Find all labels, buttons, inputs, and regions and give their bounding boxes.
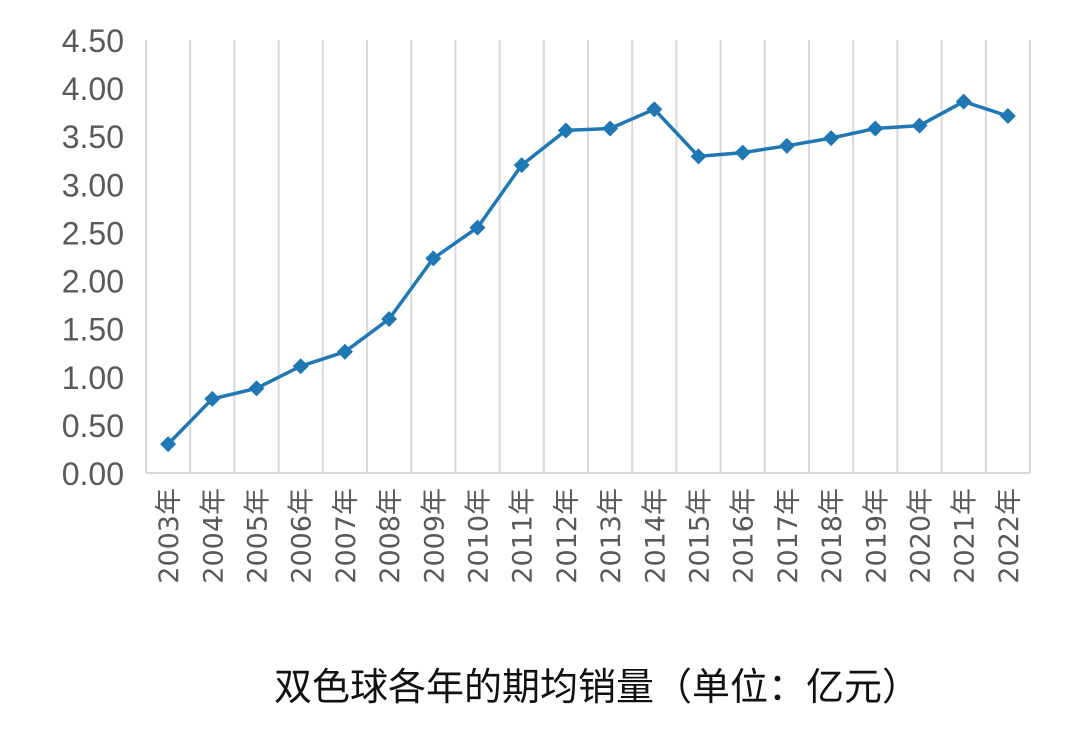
y-axis-tick-labels: 0.00 0.50 1.00 1.50 2.00 2.50 3.00 3.50 4.00 4.50 — [62, 23, 124, 492]
x-tick-label: 2017年 — [773, 488, 804, 584]
x-tick-label: 2018年 — [817, 488, 848, 584]
data-point-marker — [336, 343, 353, 360]
data-point-marker — [513, 157, 530, 174]
data-point-marker — [999, 108, 1016, 125]
x-tick-label: 2020年 — [906, 488, 937, 584]
x-tick-label: 2010年 — [464, 488, 495, 584]
x-tick-label: 2005年 — [243, 488, 274, 584]
data-point-marker — [734, 144, 751, 161]
y-tick-label: 3.50 — [62, 119, 124, 155]
data-point-marker — [911, 117, 928, 134]
data-point-marker — [778, 137, 795, 154]
data-point-marker — [160, 436, 177, 453]
x-tick-label: 2004年 — [198, 488, 229, 584]
data-point-marker — [646, 101, 663, 118]
x-tick-label: 2016年 — [729, 488, 760, 584]
data-point-marker — [248, 380, 265, 397]
x-tick-label: 2019年 — [861, 488, 892, 584]
x-tick-label: 2013年 — [596, 488, 627, 584]
series-line — [166, 99, 1009, 446]
data-point-marker — [602, 120, 619, 137]
y-tick-label: 0.00 — [62, 456, 124, 492]
y-tick-label: 1.50 — [62, 312, 124, 348]
x-tick-label: 2022年 — [994, 488, 1025, 584]
y-tick-label: 3.00 — [62, 167, 124, 203]
x-tick-label: 2009年 — [419, 488, 450, 584]
x-tick-label: 2021年 — [950, 488, 981, 584]
x-tick-label: 2011年 — [508, 488, 539, 584]
data-point-marker — [955, 93, 972, 110]
data-point-marker — [867, 120, 884, 137]
data-point-marker — [469, 219, 486, 236]
y-tick-label: 1.00 — [62, 360, 124, 396]
y-tick-label: 2.00 — [62, 264, 124, 300]
data-point-marker — [292, 358, 309, 375]
y-tick-label: 2.50 — [62, 215, 124, 251]
data-point-marker — [425, 250, 442, 267]
x-tick-label: 2012年 — [552, 488, 583, 584]
y-tick-label: 0.50 — [62, 408, 124, 444]
data-point-marker — [690, 148, 707, 165]
x-axis-tick-labels: 2003年 2004年 2005年 2006年 2007年 2008年 2009年 2010年… — [154, 488, 1025, 584]
x-tick-label: 2003年 — [154, 488, 185, 584]
data-point-marker — [204, 390, 221, 407]
data-point-marker — [381, 311, 398, 328]
y-tick-label: 4.50 — [62, 23, 124, 59]
vertical-gridlines — [145, 40, 1031, 473]
x-tick-label: 2014年 — [640, 488, 671, 584]
series-layer — [160, 93, 1016, 453]
x-tick-label: 2006年 — [287, 488, 318, 584]
x-tick-label: 2015年 — [685, 488, 716, 584]
x-tick-label: 2007年 — [331, 488, 362, 584]
chart-caption: 双色球各年的期均销量（单位：亿元） — [274, 665, 920, 709]
data-point-marker — [557, 122, 574, 139]
data-point-marker — [823, 130, 840, 147]
x-tick-label: 2008年 — [375, 488, 406, 584]
y-tick-label: 4.00 — [62, 71, 124, 107]
